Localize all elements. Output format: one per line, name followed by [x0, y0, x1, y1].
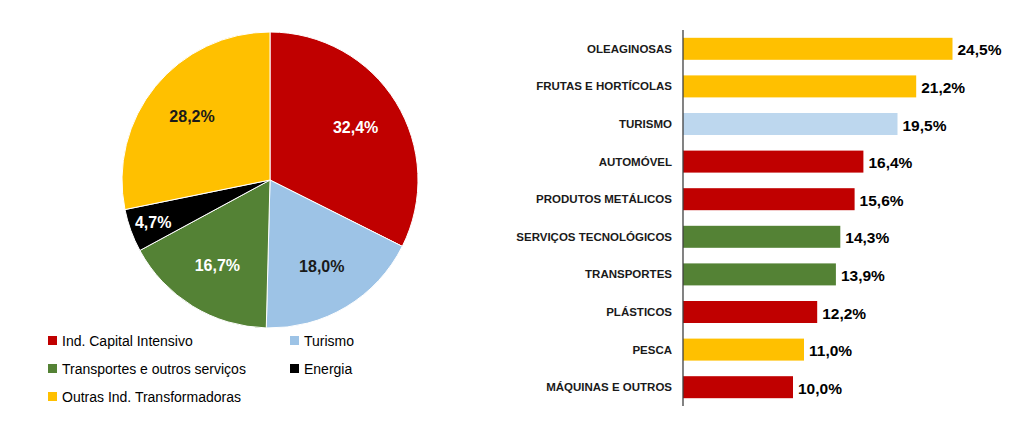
data-label: 21,2%: [921, 79, 965, 96]
bar: [683, 188, 855, 210]
category-axis: [682, 30, 683, 406]
category-label: MÁQUINAS E OUTROS: [546, 381, 672, 393]
bar: [683, 339, 804, 361]
legend-label: Outras Ind. Transformadoras: [62, 389, 241, 405]
chart-root: 32,4% 18,0% 16,7% 4,7% 28,2% Ind. Capital Int…: [0, 0, 1024, 421]
legend-label: Transportes e outros serviços: [62, 361, 246, 377]
category-label: PESCA: [632, 344, 672, 356]
data-label: 11,0%: [809, 342, 852, 359]
bars: [683, 38, 953, 398]
bar: [683, 263, 836, 285]
category-label: TRANSPORTES: [585, 268, 672, 280]
bar: [683, 113, 898, 135]
category-label: TURISMO: [619, 118, 672, 130]
data-label: 18,0%: [299, 258, 344, 275]
category-label: OLEAGINOSAS: [587, 43, 672, 55]
legend-swatch: [290, 336, 299, 345]
bar-labels: OLEAGINOSAS 24,5% FRUTAS E HORTÍCOLAS 21,2%…: [516, 41, 1001, 396]
category-label: PRODUTOS METÁLICOS: [536, 193, 672, 205]
data-label: 32,4%: [333, 119, 378, 136]
bar: [683, 75, 916, 97]
legend-swatch: [290, 364, 299, 373]
pie-labels: 32,4% 18,0% 16,7% 4,7% 28,2%: [135, 108, 378, 275]
pie-slice: [266, 180, 402, 328]
data-label: 28,2%: [169, 108, 214, 125]
data-label: 15,6%: [860, 192, 904, 209]
category-label: AUTOMÓVEL: [599, 156, 672, 168]
pie: [122, 32, 418, 328]
legend-label: Ind. Capital Intensivo: [62, 333, 193, 349]
data-label: 10,0%: [798, 380, 842, 397]
data-label: 13,9%: [841, 267, 885, 284]
bar: [683, 301, 817, 323]
bar: [683, 151, 863, 173]
data-label: 14,3%: [845, 229, 889, 246]
data-label: 4,7%: [135, 214, 171, 231]
category-label: SERVIÇOS TECNOLÓGICOS: [516, 231, 672, 243]
bar: [683, 376, 793, 398]
chart-svg: 32,4% 18,0% 16,7% 4,7% 28,2% Ind. Capital Int…: [0, 0, 1024, 421]
category-label: PLÁSTICOS: [606, 306, 672, 318]
bar: [683, 38, 953, 60]
legend-swatch: [48, 336, 57, 345]
data-label: 12,2%: [822, 305, 866, 322]
data-label: 19,5%: [903, 117, 947, 134]
data-label: 24,5%: [958, 41, 1002, 58]
legend: Ind. Capital Intensivo Turismo Transportes…: [48, 333, 354, 405]
pie-slice: [122, 32, 270, 210]
bar: [683, 226, 840, 248]
legend-label: Energia: [304, 361, 352, 377]
legend-label: Turismo: [304, 333, 354, 349]
data-label: 16,7%: [195, 257, 240, 274]
data-label: 16,4%: [868, 154, 912, 171]
legend-swatch: [48, 364, 57, 373]
category-label: FRUTAS E HORTÍCOLAS: [536, 80, 672, 92]
legend-swatch: [48, 392, 57, 401]
